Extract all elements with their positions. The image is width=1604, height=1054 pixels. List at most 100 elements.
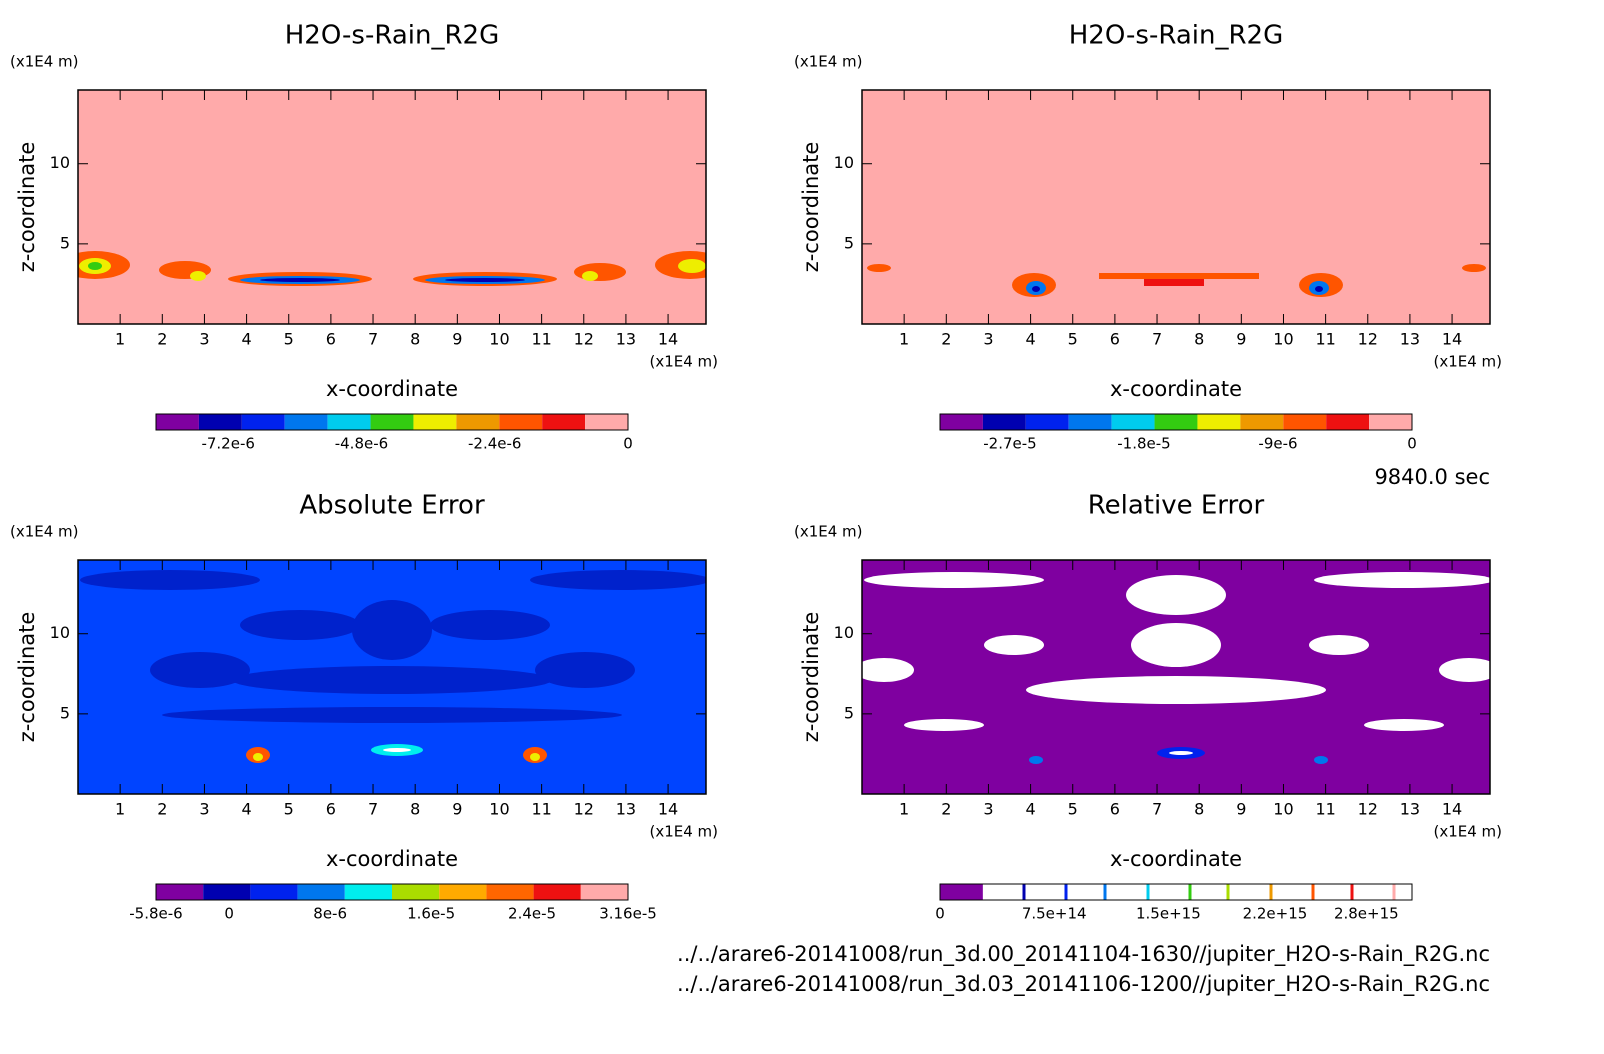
x-tick-label: 8 bbox=[1194, 800, 1204, 819]
colorbar-segment bbox=[486, 884, 534, 900]
colorbar-segment bbox=[327, 414, 371, 430]
colorbar-segment bbox=[344, 884, 392, 900]
panel-title: Relative Error bbox=[1088, 491, 1265, 521]
x-axis-label: x-coordinate bbox=[326, 847, 458, 871]
plot-frame bbox=[77, 89, 707, 325]
colorbar-tick-label: -4.8e-6 bbox=[335, 435, 388, 453]
colorbar-segment bbox=[241, 414, 285, 430]
x-tick-label: 11 bbox=[531, 330, 551, 349]
colorbar-segment bbox=[940, 884, 983, 900]
colorbar-tick-label: -1.8e-5 bbox=[1117, 435, 1170, 453]
colorbar-tick-label: 1.5e+15 bbox=[1136, 905, 1201, 923]
x-tick-label: 3 bbox=[983, 330, 993, 349]
x-tick-label: 8 bbox=[410, 800, 420, 819]
colorbar-tick-label: -2.4e-6 bbox=[468, 435, 521, 453]
colorbar-segment bbox=[1197, 414, 1241, 430]
file-path: ../../arare6-20141008/run_3d.00_20141104… bbox=[677, 942, 1490, 967]
colorbar-segment bbox=[413, 414, 457, 430]
colorbar-segment bbox=[370, 414, 414, 430]
colorbar-frame bbox=[155, 883, 629, 901]
colorbar-tick-label: -9e-6 bbox=[1258, 435, 1297, 453]
colorbar-tick-label: 2.4e-5 bbox=[508, 905, 556, 923]
x-tick-label: 9 bbox=[1236, 800, 1246, 819]
x-axis-label: x-coordinate bbox=[1110, 847, 1242, 871]
colorbar-segment bbox=[1068, 414, 1112, 430]
x-tick-label: 14 bbox=[658, 800, 678, 819]
colorbar-segment bbox=[156, 414, 199, 430]
x-tick-label: 5 bbox=[284, 330, 294, 349]
colorbar-segment bbox=[1154, 414, 1198, 430]
x-tick-label: 5 bbox=[1068, 330, 1078, 349]
colorbar-segment bbox=[392, 884, 440, 900]
x-tick-label: 11 bbox=[1315, 800, 1335, 819]
y-unit: (x1E4 m) bbox=[794, 53, 863, 71]
panel-title: H2O-s-Rain_R2G bbox=[1069, 21, 1283, 51]
x-unit: (x1E4 m) bbox=[1433, 823, 1502, 841]
colorbar-segment bbox=[940, 414, 983, 430]
x-axis-label: x-coordinate bbox=[326, 377, 458, 401]
panel: H2O-s-Rain_R2G (x1E4 m) (x1E4 m) x-coordina… bbox=[10, 21, 718, 453]
colorbar-segment bbox=[1240, 884, 1284, 900]
x-tick-label: 3 bbox=[983, 800, 993, 819]
x-tick-label: 1 bbox=[899, 330, 909, 349]
colorbar-segment bbox=[542, 414, 586, 430]
x-tick-label: 7 bbox=[368, 330, 378, 349]
x-tick-label: 7 bbox=[368, 800, 378, 819]
x-axis-label: x-coordinate bbox=[1110, 377, 1242, 401]
x-tick-label: 7 bbox=[1152, 330, 1162, 349]
y-unit: (x1E4 m) bbox=[10, 53, 79, 71]
y-tick-label: 5 bbox=[844, 703, 854, 722]
x-tick-label: 12 bbox=[1358, 800, 1378, 819]
colorbar-segment bbox=[1326, 884, 1370, 900]
colorbar-segment bbox=[1025, 414, 1069, 430]
x-tick-label: 4 bbox=[1025, 330, 1035, 349]
x-unit: (x1E4 m) bbox=[649, 353, 718, 371]
plot-frame bbox=[861, 89, 1491, 325]
colorbar-segment bbox=[585, 414, 628, 430]
y-tick-label: 10 bbox=[834, 623, 854, 642]
x-tick-label: 12 bbox=[574, 800, 594, 819]
x-tick-label: 14 bbox=[1442, 330, 1462, 349]
colorbar-segment bbox=[1326, 414, 1370, 430]
y-tick-label: 10 bbox=[50, 153, 70, 172]
colorbar-segment bbox=[297, 884, 345, 900]
x-tick-label: 2 bbox=[941, 330, 951, 349]
plot-frame bbox=[77, 559, 707, 795]
y-tick-label: 5 bbox=[60, 703, 70, 722]
colorbar-frame bbox=[939, 883, 1413, 901]
x-tick-label: 13 bbox=[1400, 800, 1420, 819]
x-tick-label: 10 bbox=[1273, 800, 1293, 819]
colorbar-segment bbox=[1068, 884, 1112, 900]
plot-background bbox=[862, 90, 1490, 324]
colorbar-segment bbox=[1240, 414, 1284, 430]
x-tick-label: 9 bbox=[452, 800, 462, 819]
contour-field bbox=[867, 264, 1486, 297]
x-tick-label: 12 bbox=[1358, 330, 1378, 349]
x-tick-label: 6 bbox=[1110, 330, 1120, 349]
x-tick-label: 1 bbox=[899, 800, 909, 819]
colorbar-segment bbox=[533, 884, 581, 900]
panel: Relative Error (x1E4 m) (x1E4 m) x-coordina… bbox=[794, 491, 1502, 923]
time-label: 9840.0 sec bbox=[1374, 465, 1490, 489]
colorbar-segment bbox=[1283, 414, 1327, 430]
x-tick-label: 13 bbox=[616, 800, 636, 819]
colorbar-tick-label: 0 bbox=[1407, 435, 1417, 453]
plot-frame bbox=[861, 559, 1491, 795]
colorbar-segment bbox=[1369, 884, 1412, 900]
colorbar-tick-label: 7.5e+14 bbox=[1022, 905, 1087, 923]
colorbar-segment bbox=[982, 414, 1026, 430]
x-unit: (x1E4 m) bbox=[649, 823, 718, 841]
colorbar-tick-label: 0 bbox=[623, 435, 633, 453]
x-tick-label: 10 bbox=[1273, 330, 1293, 349]
x-tick-label: 10 bbox=[489, 800, 509, 819]
y-axis-label: z-coordinate bbox=[15, 612, 39, 743]
contour-field bbox=[862, 572, 1490, 764]
y-axis-label: z-coordinate bbox=[15, 142, 39, 273]
y-tick-label: 5 bbox=[844, 233, 854, 252]
colorbar-tick-label: 1.6e-5 bbox=[407, 905, 455, 923]
panel: H2O-s-Rain_R2G (x1E4 m) (x1E4 m) x-coordina… bbox=[794, 21, 1502, 453]
colorbar-segment bbox=[499, 414, 543, 430]
contour-field bbox=[78, 251, 706, 286]
x-tick-label: 14 bbox=[658, 330, 678, 349]
y-tick-label: 10 bbox=[834, 153, 854, 172]
